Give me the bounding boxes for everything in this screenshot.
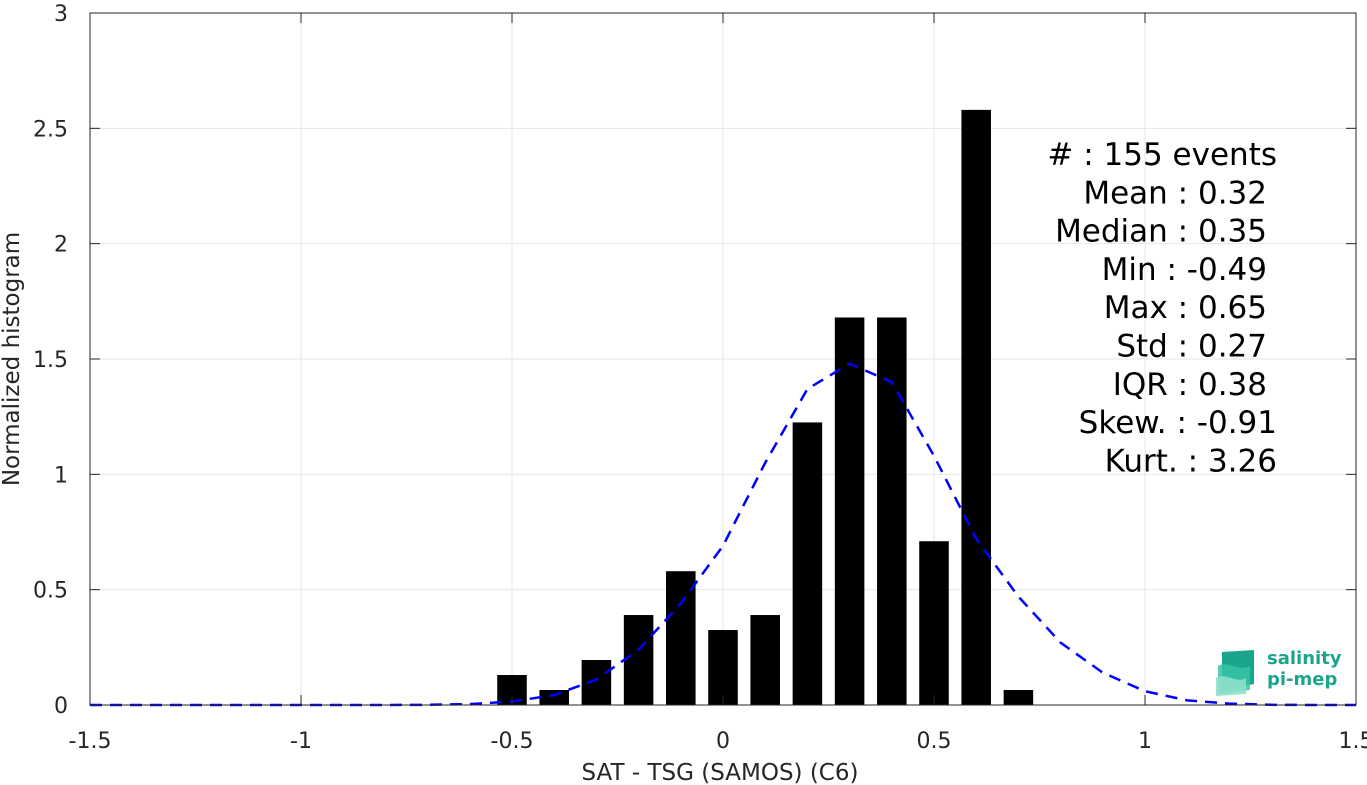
stat-line: Min : -0.49 <box>1102 252 1267 288</box>
stat-line: Kurt. : 3.26 <box>1105 443 1277 479</box>
stat-line: Mean : 0.32 <box>1083 175 1267 211</box>
histogram-bar <box>961 109 991 705</box>
stat-line: Std : 0.27 <box>1116 329 1267 365</box>
x-tick-label: 0.5 <box>917 729 952 754</box>
histogram-bars <box>497 109 1034 705</box>
x-tick-label: 0 <box>716 729 730 754</box>
histogram-bar <box>623 615 654 705</box>
histogram-bar <box>666 571 696 705</box>
y-axis-label: Normalized histogram <box>0 232 25 486</box>
y-tick-label: 1 <box>54 463 68 488</box>
salinity-pi-mep-logo <box>1216 646 1346 696</box>
x-tick-label: -0.5 <box>491 729 534 754</box>
x-tick-label: -1 <box>290 729 312 754</box>
axis-ticks: -1.5 -1 -0.5 0 0.5 1 1.5 0 0.5 1 1.5 2 2.5 3 <box>33 2 1367 754</box>
stat-line: IQR : 0.38 <box>1113 367 1267 403</box>
x-tick-label: 1 <box>1138 729 1152 754</box>
logo-text: salinity pi-mep <box>1267 648 1342 690</box>
histogram-bar <box>834 317 865 705</box>
logo-line-2: pi-mep <box>1267 669 1338 690</box>
histogram-bar <box>581 660 612 705</box>
histogram-bar <box>708 630 738 705</box>
histogram-bar <box>1003 690 1034 705</box>
stat-line: Median : 0.35 <box>1055 214 1267 250</box>
y-tick-label: 0 <box>54 694 68 719</box>
wave-logo-icon <box>1216 650 1254 696</box>
histogram-bar <box>750 615 780 705</box>
y-tick-label: 2.5 <box>33 117 68 142</box>
y-tick-label: 3 <box>54 2 68 27</box>
logo-line-1: salinity <box>1267 648 1342 669</box>
y-tick-label: 1.5 <box>33 348 68 373</box>
x-axis-label: SAT - TSG (SAMOS) (C6) <box>582 760 859 785</box>
y-tick-label: 0.5 <box>33 579 68 604</box>
x-tick-label: -1.5 <box>69 729 112 754</box>
stat-line: # : 155 events <box>1047 137 1277 173</box>
histogram-bar <box>877 317 907 705</box>
stat-line: Skew. : -0.91 <box>1079 405 1277 441</box>
histogram-bar <box>539 690 569 705</box>
x-tick-label: 1.5 <box>1339 729 1367 754</box>
histogram-bar <box>792 422 823 705</box>
y-tick-label: 2 <box>54 233 68 258</box>
histogram-bar <box>919 541 949 705</box>
stat-line: Max : 0.65 <box>1104 290 1267 326</box>
